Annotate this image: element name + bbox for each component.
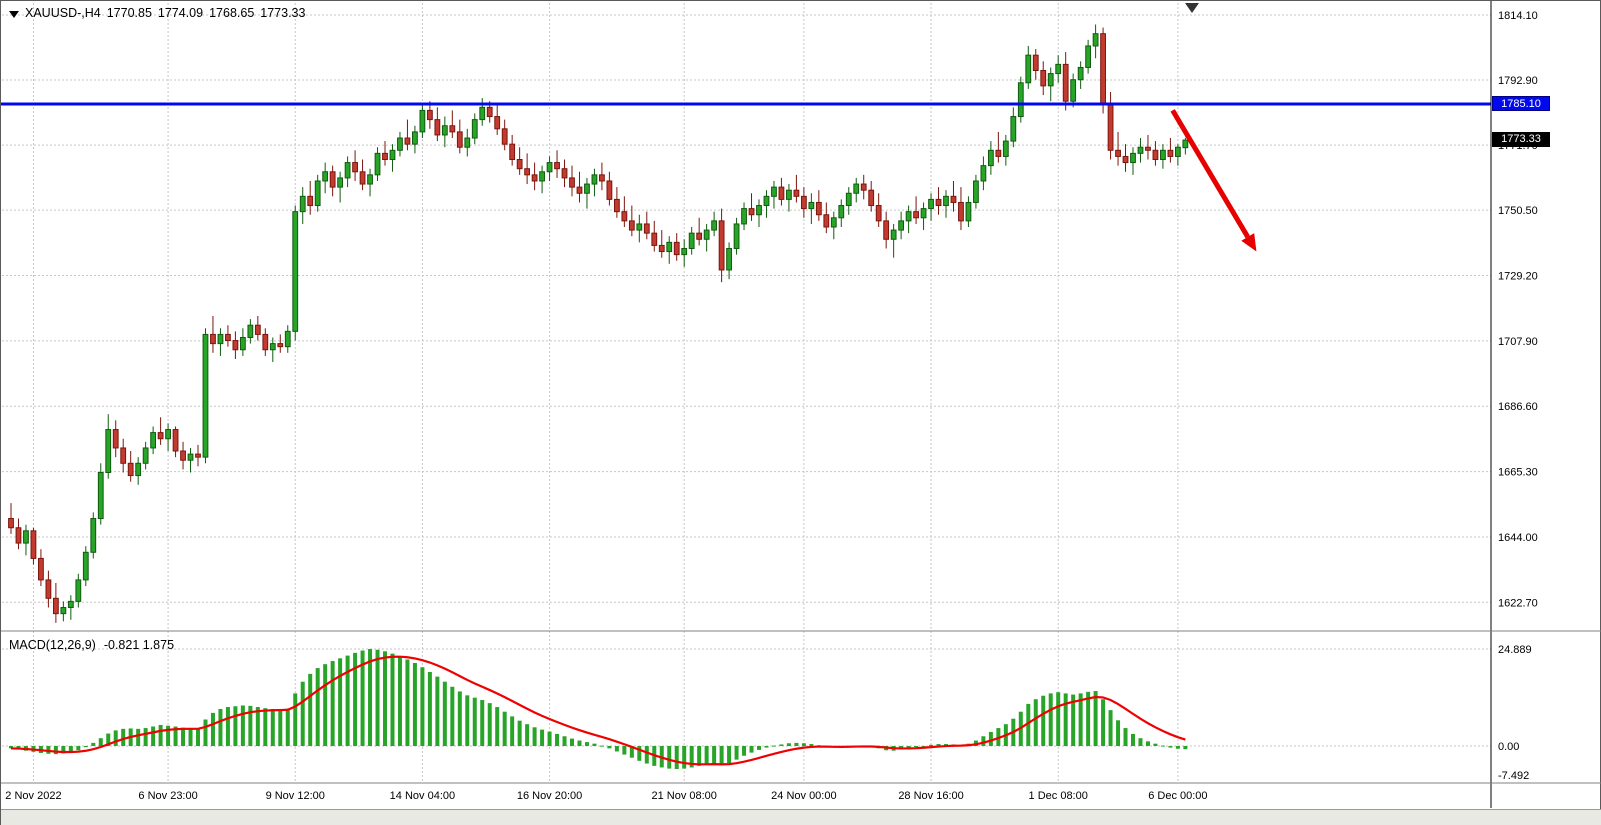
current-price-tag: 1773.33 [1492,132,1550,148]
price-axis-label: 1686.60 [1498,401,1538,413]
down-arrow-head [1241,233,1257,252]
ohlc-high-value: 1774.09 [157,6,204,20]
price-axis-label: 1622.70 [1498,597,1538,609]
panel-frames [1,1,1601,808]
macd-signal-line [10,655,1186,766]
time-axis-label: 9 Nov 12:00 [266,790,325,802]
time-axis-label: 16 Nov 20:00 [517,790,582,802]
ohlc-low-value: 1768.65 [209,6,255,20]
macd-values-label: -0.821 1.875 [103,638,175,652]
time-axis-label: 28 Nov 16:00 [898,790,963,802]
chart-objects[interactable] [1,102,1491,252]
price-axis-label: 1792.90 [1498,75,1538,87]
candlesticks [8,24,1189,623]
time-axis-label: 6 Dec 00:00 [1148,790,1207,802]
chart-shift-marker-icon[interactable] [1185,3,1199,13]
time-axis-label: 14 Nov 04:00 [390,790,455,802]
time-axis-label: 2 Nov 2022 [5,790,61,802]
time-axis[interactable]: 2 Nov 2022 6 Nov 23:00 9 Nov 12:00 14 Nov 0… [5,790,1207,802]
time-axis-label: 21 Nov 08:00 [651,790,716,802]
bottom-strip [1,809,1601,825]
macd-indicator-label: MACD(12,26,9) -0.821 1.875 [9,638,174,652]
price-axis-label: 1750.50 [1498,205,1538,217]
macd-indicator [9,648,1188,769]
down-arrow-annotation [1170,109,1250,239]
symbol-marker-icon [9,10,19,18]
price-axis-label: 1644.00 [1498,532,1538,544]
macd-axis-label: 24.889 [1498,644,1532,656]
macd-name-label: MACD(12,26,9) [9,638,96,652]
price-axis[interactable]: 1814.101792.901771.701750.501729.201707.… [1498,10,1538,782]
ohlc-close-value: 1773.33 [260,6,306,20]
ohlc-open-value: 1770.85 [106,6,152,20]
time-axis-label: 6 Nov 23:00 [138,790,197,802]
price-axis-label: 1729.20 [1498,270,1538,282]
price-axis-label: 1814.10 [1498,10,1538,22]
price-axis-label: 1665.30 [1498,467,1538,479]
time-axis-label: 24 Nov 00:00 [771,790,836,802]
symbol-timeframe-label: XAUUSD-,H4 [25,6,101,20]
chart-title: XAUUSD-,H4 1770.85 1774.09 1768.65 1773.… [9,6,305,20]
macd-axis-label: -7.492 [1498,770,1529,782]
macd-axis-label: 0.00 [1498,741,1519,753]
hline-price-tag: 1785.10 [1492,95,1550,111]
price-axis-label: 1707.90 [1498,336,1538,348]
grid-lines [2,3,1491,783]
time-axis-label: 1 Dec 08:00 [1029,790,1088,802]
